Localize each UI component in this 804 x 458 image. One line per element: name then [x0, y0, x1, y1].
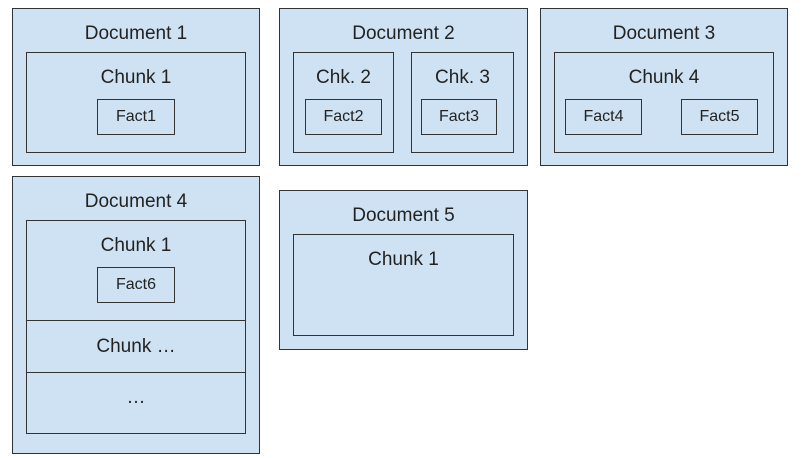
chunk-box: Chunk 1 Fact1 [26, 52, 246, 153]
chunk-box: Chunk 1 [293, 234, 514, 336]
chunk-label: Chunk … [96, 336, 176, 357]
document-title: Document 5 [352, 205, 455, 226]
document-4: Document 4 Chunk 1 Fact6 Chunk … … [12, 176, 260, 454]
fact-box: Fact2 [305, 99, 382, 135]
chunk-label: Chunk 1 [100, 235, 172, 256]
document-1: Document 1 Chunk 1 Fact1 [12, 8, 260, 166]
fact-box: Fact1 [97, 99, 175, 135]
chunk-label: Chunk 1 [100, 67, 172, 88]
document-3: Document 3 Chunk 4 Fact4 Fact5 [540, 8, 788, 166]
chunk-box: Chunk … [26, 320, 246, 374]
document-2: Document 2 Chk. 2 Fact2 Chk. 3 Fact3 [279, 8, 528, 166]
chunk-box: Chk. 3 Fact3 [411, 52, 514, 153]
chunk-box: Chunk 4 Fact4 Fact5 [554, 52, 774, 153]
chunk-label: Chunk 1 [368, 249, 439, 270]
fact-box: Fact6 [97, 267, 175, 303]
document-title: Document 4 [84, 191, 188, 212]
chunk-box: Chk. 2 Fact2 [293, 52, 394, 153]
document-title: Document 2 [352, 23, 455, 44]
chunk-box: … [26, 372, 246, 434]
document-title: Document 3 [612, 23, 716, 44]
fact-box: Fact5 [681, 99, 758, 135]
chunk-label: Chunk 4 [628, 67, 700, 88]
ellipsis-label: … [126, 387, 146, 408]
document-5: Document 5 Chunk 1 [279, 190, 528, 350]
chunk-label: Chk. 2 [316, 67, 371, 88]
chunk-box: Chunk 1 Fact6 [26, 220, 246, 322]
document-title: Document 1 [84, 23, 188, 44]
fact-box: Fact3 [421, 99, 497, 135]
chunk-label: Chk. 3 [435, 67, 490, 88]
fact-box: Fact4 [565, 99, 642, 135]
